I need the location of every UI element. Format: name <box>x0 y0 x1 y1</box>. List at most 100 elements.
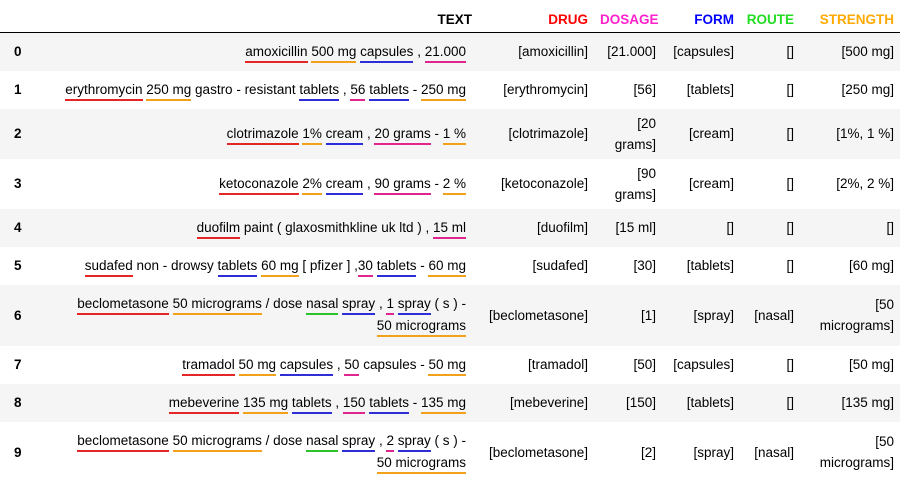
drug-cell: [erythromycin] <box>503 82 588 97</box>
route-cell: [] <box>786 176 794 191</box>
form-cell: [cream] <box>688 126 734 141</box>
dosage-cell: [1] <box>640 307 656 323</box>
dosage-cell: [50] <box>633 357 656 372</box>
form-cell: [] <box>726 220 734 235</box>
text-segment: / dose <box>261 433 307 448</box>
strength-cell: [250 mg] <box>841 82 894 97</box>
dosage-entity: 56 <box>350 82 366 101</box>
text-cell: sudafed non - drowsy tablets 60 mg [ pfi… <box>44 247 478 285</box>
header-route: ROUTE <box>740 0 800 33</box>
header-drug: DRUG <box>478 0 594 33</box>
dosage-cell: [30] <box>633 258 656 273</box>
row-index: 3 <box>14 176 22 191</box>
dosage-cell: [20 grams] <box>614 115 656 152</box>
table-row: 9 beclometasone 50 micrograms / dose nasa… <box>0 422 900 483</box>
route-cell: [] <box>786 220 794 235</box>
form-entity: cream <box>325 176 364 195</box>
strength-entity: 50 micrograms <box>376 455 466 474</box>
table-row: 5 sudafed non - drowsy tablets 60 mg [ pf… <box>0 247 900 285</box>
text-segment: - <box>430 175 443 191</box>
route-cell: [] <box>786 258 794 273</box>
route-entity: nasal <box>306 433 339 452</box>
row-index: 8 <box>14 395 22 410</box>
text-cell: amoxicillin 500 mg capsules , 21.000 <box>44 33 478 71</box>
dosage-entity: 1 <box>386 296 394 315</box>
strength-entity: 1 % <box>442 126 466 145</box>
form-entity: capsules <box>360 44 414 63</box>
drug-entity: ketoconazole <box>219 176 299 195</box>
row-index: 4 <box>14 220 22 235</box>
text-segment: , <box>331 394 343 410</box>
drug-entity: erythromycin <box>65 82 143 101</box>
text-segment: ( s ) - <box>430 296 467 311</box>
strength-cell: [50 micrograms] <box>819 297 894 333</box>
header-index <box>0 0 44 33</box>
form-entity: tablets <box>291 395 332 414</box>
drug-cell: [sudafed] <box>532 258 588 273</box>
form-entity: tablets <box>369 395 409 414</box>
form-entity: tablets <box>217 258 258 277</box>
route-cell: [] <box>786 44 794 60</box>
text-segment: , <box>375 433 387 448</box>
header-text: TEXT <box>44 0 478 33</box>
dosage-entity: 50 <box>344 357 360 376</box>
text-segment: , <box>375 296 387 311</box>
dosage-entity: 30 <box>357 258 373 277</box>
drug-entity: duofilm <box>196 220 241 239</box>
text-segment: , <box>333 356 345 372</box>
row-index: 1 <box>14 82 22 97</box>
row-index: 7 <box>14 357 22 372</box>
route-cell: [] <box>786 357 794 372</box>
drug-cell: [tramadol] <box>527 357 588 372</box>
strength-entity: 50 micrograms <box>172 433 262 452</box>
dosage-cell: [90 grams] <box>614 165 656 202</box>
header-form: FORM <box>662 0 740 33</box>
text-segment: paint ( glaxosmithkline uk ltd ) , <box>240 219 433 235</box>
strength-entity: 2 % <box>442 176 466 195</box>
route-entity: nasal <box>306 296 339 315</box>
header-row: TEXT DRUG DOSAGE FORM ROUTE STRENGTH <box>0 0 900 33</box>
strength-cell: [500 mg] <box>841 44 894 60</box>
text-cell: ketoconazole 2% cream , 90 grams - 2 % <box>44 159 478 209</box>
strength-cell: [60 mg] <box>848 258 894 273</box>
dosage-entity: 90 grams <box>374 176 431 195</box>
drug-entity: mebeverine <box>168 395 240 414</box>
text-segment: - <box>430 125 443 141</box>
text-cell: tramadol 50 mg capsules , 50 capsules - … <box>44 346 478 384</box>
strength-cell: [135 mg] <box>841 395 894 410</box>
strength-entity: 135 mg <box>420 395 466 414</box>
form-entity: tablets <box>299 82 340 101</box>
form-entity: spray <box>397 296 431 315</box>
form-cell: [tablets] <box>686 395 734 410</box>
dosage-entity: 20 grams <box>374 126 431 145</box>
header-strength: STRENGTH <box>800 0 900 33</box>
table-header: TEXT DRUG DOSAGE FORM ROUTE STRENGTH <box>0 0 900 33</box>
drug-entity: amoxicillin <box>245 44 308 63</box>
text-segment: , <box>413 43 425 59</box>
form-entity: cream <box>325 126 364 145</box>
text-segment: , <box>339 81 351 97</box>
text-segment: gastro - resistant <box>191 81 300 97</box>
row-index: 0 <box>14 44 22 60</box>
row-index: 6 <box>14 307 22 323</box>
text-cell: beclometasone 50 micrograms / dose nasal… <box>44 422 478 483</box>
form-entity: tablets <box>376 258 417 277</box>
form-cell: [cream] <box>688 176 734 191</box>
strength-cell: [50 micrograms] <box>819 434 894 470</box>
strength-entity: 500 mg <box>311 44 357 63</box>
drug-entity: clotrimazole <box>226 126 299 145</box>
form-cell: [tablets] <box>686 258 734 273</box>
table-body: 0 amoxicillin 500 mg capsules , 21.000 [am… <box>0 32 900 483</box>
strength-cell: [1%, 1 %] <box>836 126 894 141</box>
form-cell: [spray] <box>693 307 734 323</box>
drug-cell: [mebeverine] <box>509 395 588 410</box>
strength-cell: [50 mg] <box>848 357 894 372</box>
drug-entity: beclometasone <box>77 296 169 315</box>
route-cell: [nasal] <box>754 307 794 323</box>
dosage-entity: 2 <box>386 433 394 452</box>
text-segment: - <box>408 394 421 410</box>
table-row: 1 erythromycin 250 mg gastro - resistant … <box>0 71 900 109</box>
text-cell: beclometasone 50 micrograms / dose nasal… <box>44 285 478 346</box>
route-cell: [] <box>786 82 794 97</box>
